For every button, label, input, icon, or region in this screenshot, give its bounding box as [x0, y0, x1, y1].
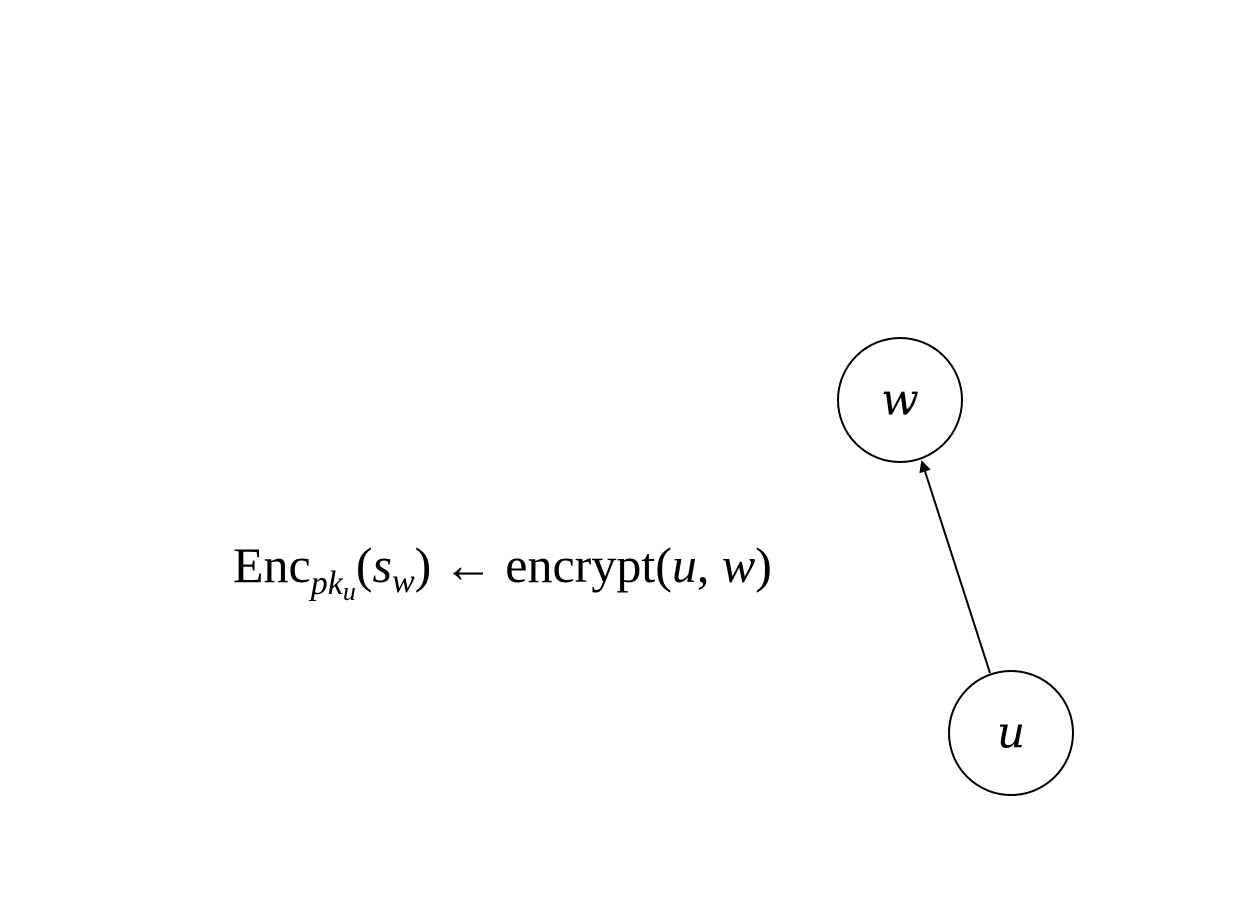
args-close: ): [755, 537, 772, 593]
close-paren: ): [415, 537, 432, 593]
encrypt-fn: encrypt: [505, 537, 655, 593]
sub-pk: pk: [309, 565, 344, 602]
node-w-circle: [837, 337, 963, 463]
open-paren: (: [356, 537, 373, 593]
sub-w: w: [392, 563, 415, 600]
node-u: u: [948, 670, 1074, 796]
enc-text: Enc: [233, 537, 311, 593]
node-u-label: u: [997, 708, 1025, 759]
sub-u: u: [343, 577, 356, 606]
node-w: w: [837, 337, 963, 463]
node-u-circle: [948, 670, 1074, 796]
left-arrow: ←: [443, 537, 493, 593]
node-w-label: w: [881, 375, 919, 426]
args-comma: ,: [697, 537, 722, 593]
arg-w: w: [722, 537, 755, 593]
edge-annotation-formula: Encpku(sw) ← encrypt(u, w): [233, 537, 772, 606]
args-open: (: [655, 537, 672, 593]
arg-u: u: [672, 537, 697, 593]
s-var: s: [372, 537, 391, 593]
edge-u-to-w: [919, 460, 991, 674]
